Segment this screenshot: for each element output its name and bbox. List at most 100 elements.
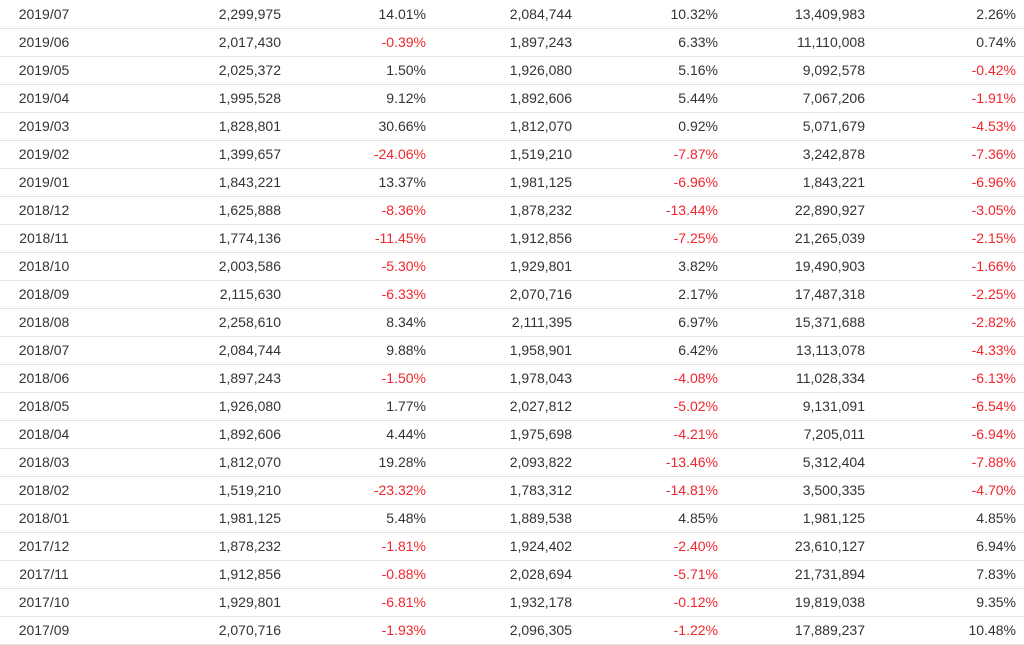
change-cell: -24.06% xyxy=(373,145,426,162)
value-cell: 1,399,657 xyxy=(218,145,281,162)
cumulative-cell: 17,487,318 xyxy=(794,285,865,302)
table-row: 2018/05 1,926,080 1.77% 2,027,812 -5.02% 9,13… xyxy=(0,392,1024,420)
value-cell: 1,878,232 xyxy=(218,537,281,554)
change-cell: -6.81% xyxy=(381,593,426,610)
change-cell: -6.94% xyxy=(971,425,1016,442)
value-cell: 2,084,744 xyxy=(509,5,572,22)
month-cell: 2018/01 xyxy=(18,509,70,526)
change-cell: -7.87% xyxy=(673,145,718,162)
cumulative-cell: 13,409,983 xyxy=(794,5,865,22)
value-cell: 1,912,856 xyxy=(509,229,572,246)
change-cell: -4.21% xyxy=(673,425,718,442)
change-cell: 9.12% xyxy=(386,89,426,106)
value-cell: 1,812,070 xyxy=(218,453,281,470)
change-cell: 5.16% xyxy=(678,61,718,78)
change-cell: 9.35% xyxy=(976,593,1016,610)
value-cell: 1,783,312 xyxy=(509,481,572,498)
change-cell: 4.44% xyxy=(386,425,426,442)
change-cell: 2.26% xyxy=(976,5,1016,22)
change-cell: -6.96% xyxy=(971,173,1016,190)
change-cell: -6.33% xyxy=(381,285,426,302)
change-cell: 4.85% xyxy=(678,509,718,526)
change-cell: -5.02% xyxy=(673,397,718,414)
change-cell: -8.36% xyxy=(381,201,426,218)
change-cell: -2.82% xyxy=(971,313,1016,330)
month-cell: 2018/09 xyxy=(18,285,70,302)
change-cell: -13.44% xyxy=(665,201,718,218)
value-cell: 2,096,305 xyxy=(509,621,572,638)
value-cell: 1,625,888 xyxy=(218,201,281,218)
month-cell: 2018/11 xyxy=(19,229,69,246)
value-cell: 2,025,372 xyxy=(218,61,281,78)
change-cell: -7.25% xyxy=(673,229,718,246)
cumulative-cell: 13,113,078 xyxy=(795,341,865,358)
value-cell: 2,258,610 xyxy=(218,313,281,330)
change-cell: 1.77% xyxy=(386,397,426,414)
cumulative-cell: 19,819,038 xyxy=(794,593,865,610)
change-cell: 7.83% xyxy=(976,565,1016,582)
cumulative-cell: 21,265,039 xyxy=(794,229,865,246)
table-row: 2018/12 1,625,888 -8.36% 1,878,232 -13.44% 22… xyxy=(0,196,1024,224)
month-cell: 2017/09 xyxy=(18,621,70,638)
table-row: 2019/02 1,399,657 -24.06% 1,519,210 -7.87% 3,… xyxy=(0,140,1024,168)
month-cell: 2019/07 xyxy=(18,5,70,22)
change-cell: -2.40% xyxy=(673,537,718,554)
cumulative-cell: 7,205,011 xyxy=(803,425,865,442)
change-cell: 10.48% xyxy=(968,621,1016,638)
table-row: 2019/05 2,025,372 1.50% 1,926,080 5.16% 9,092… xyxy=(0,56,1024,84)
change-cell: 6.94% xyxy=(976,537,1016,554)
month-cell: 2017/11 xyxy=(19,565,69,582)
change-cell: -13.46% xyxy=(665,453,718,470)
value-cell: 2,017,430 xyxy=(218,33,281,50)
value-cell: 1,878,232 xyxy=(509,201,572,218)
table-row: 2017/10 1,929,801 -6.81% 1,932,178 -0.12% 19,… xyxy=(0,588,1024,616)
value-cell: 2,084,744 xyxy=(218,341,281,358)
cumulative-cell: 19,490,903 xyxy=(794,257,865,274)
change-cell: -1.50% xyxy=(381,369,426,386)
change-cell: -1.66% xyxy=(971,257,1016,274)
change-cell: -4.33% xyxy=(971,341,1016,358)
value-cell: 1,978,043 xyxy=(509,369,572,386)
table-row: 2019/01 1,843,221 13.37% 1,981,125 -6.96% 1,8… xyxy=(0,168,1024,196)
cumulative-cell: 5,312,404 xyxy=(802,453,865,470)
change-cell: 1.50% xyxy=(386,61,426,78)
value-cell: 1,519,210 xyxy=(509,145,572,162)
month-cell: 2019/04 xyxy=(18,89,70,106)
change-cell: 0.74% xyxy=(976,33,1016,50)
table-row: 2018/01 1,981,125 5.48% 1,889,538 4.85% 1,981… xyxy=(0,504,1024,532)
value-cell: 1,929,801 xyxy=(509,257,572,274)
change-cell: -0.88% xyxy=(381,565,426,582)
cumulative-cell: 7,067,206 xyxy=(802,89,865,106)
change-cell: -7.88% xyxy=(971,453,1016,470)
change-cell: 6.97% xyxy=(678,313,718,330)
month-cell: 2018/08 xyxy=(18,313,70,330)
value-cell: 2,028,694 xyxy=(509,565,572,582)
month-cell: 2019/02 xyxy=(18,145,70,162)
value-cell: 1,774,136 xyxy=(218,229,281,246)
change-cell: -0.39% xyxy=(381,33,426,50)
value-cell: 1,812,070 xyxy=(509,117,572,134)
change-cell: 6.42% xyxy=(678,341,718,358)
change-cell: 5.44% xyxy=(678,89,718,106)
change-cell: -1.81% xyxy=(381,537,426,554)
change-cell: -1.22% xyxy=(673,621,718,638)
month-cell: 2019/03 xyxy=(18,117,70,134)
cumulative-cell: 17,889,237 xyxy=(794,621,865,638)
table-row: 2017/11 1,912,856 -0.88% 2,028,694 -5.71% 21,… xyxy=(0,560,1024,588)
cumulative-cell: 1,843,221 xyxy=(802,173,865,190)
change-cell: 6.33% xyxy=(678,33,718,50)
cumulative-cell: 5,071,679 xyxy=(802,117,865,134)
change-cell: 8.34% xyxy=(386,313,426,330)
change-cell: -23.32% xyxy=(373,481,426,498)
value-cell: 2,027,812 xyxy=(509,397,572,414)
change-cell: -6.13% xyxy=(971,369,1016,386)
change-cell: 5.48% xyxy=(386,509,426,526)
value-cell: 1,843,221 xyxy=(218,173,281,190)
change-cell: 13.37% xyxy=(378,173,426,190)
value-cell: 1,975,698 xyxy=(509,425,572,442)
change-cell: 10.32% xyxy=(670,5,718,22)
value-cell: 1,828,801 xyxy=(218,117,281,134)
cumulative-cell: 1,981,125 xyxy=(802,509,865,526)
change-cell: -5.30% xyxy=(381,257,426,274)
